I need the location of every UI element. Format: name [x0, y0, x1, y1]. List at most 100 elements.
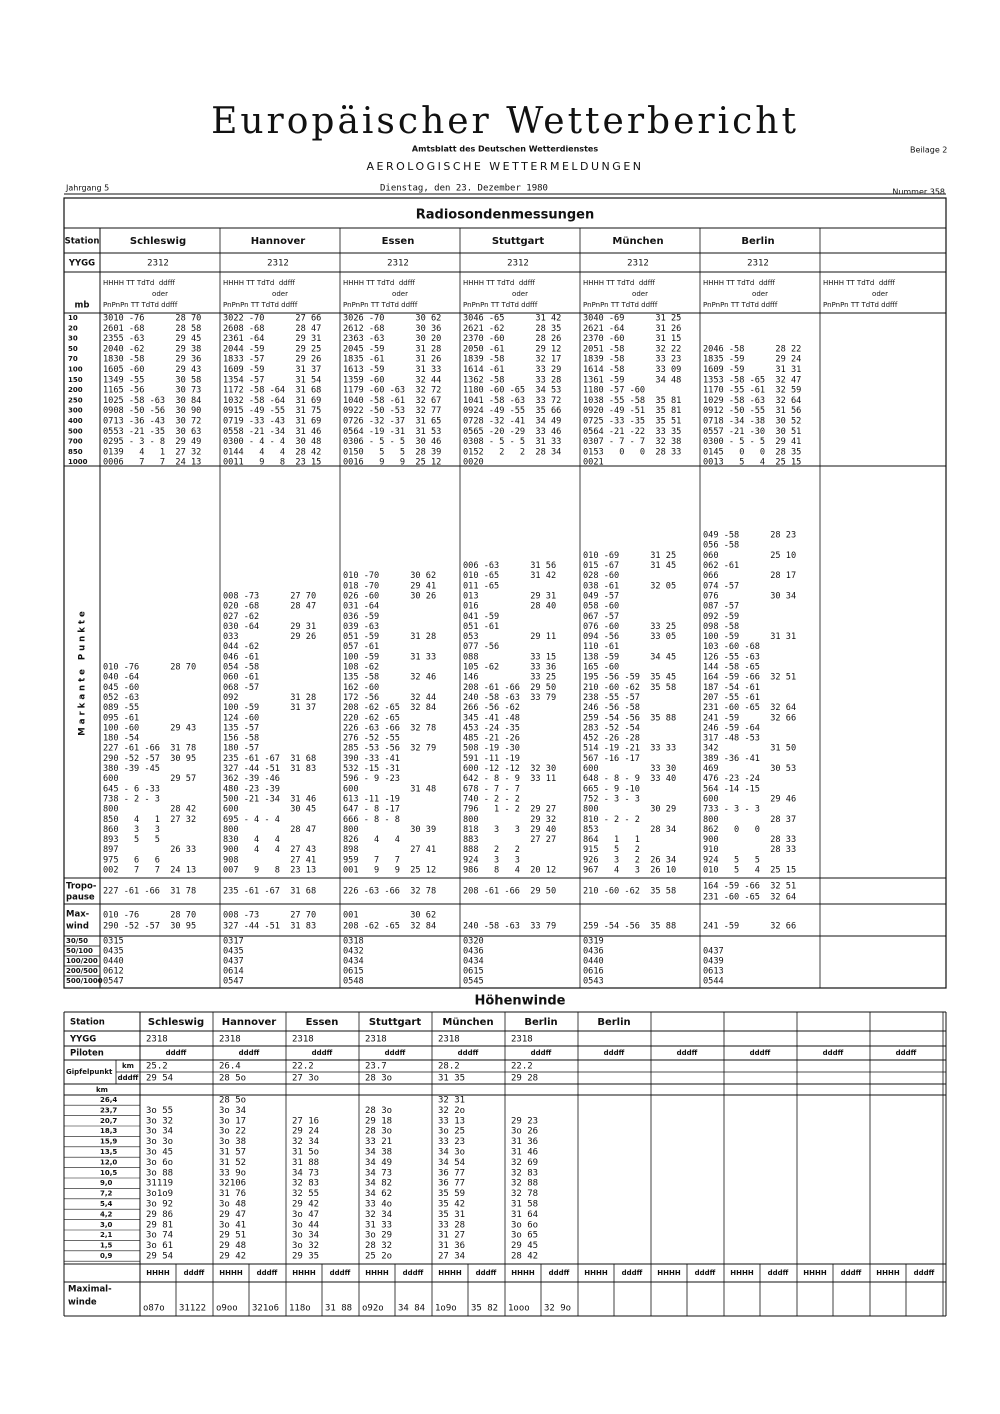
significant-point: 027 -62	[223, 612, 259, 622]
thickness: 0318	[343, 937, 364, 947]
significant-point: 600 30 45	[223, 805, 316, 815]
significant-point: 010 -69 31 25	[583, 551, 676, 561]
significant-point: 380 -39 -45	[103, 764, 160, 774]
level-row: 1353 -58 -65 32 47	[703, 375, 801, 385]
wind-value: 29 48	[219, 1241, 246, 1251]
level-row: 2044 -59 29 25	[223, 344, 321, 354]
wind-value: 35 59	[438, 1189, 465, 1199]
level-row: 1613 -59 31 33	[343, 365, 441, 375]
station-yygg: 2318	[219, 1035, 241, 1045]
wind-value: 29 47	[219, 1210, 246, 1220]
significant-point: 591 -11 -19	[463, 754, 520, 764]
significant-point: 026 -60 30 26	[343, 591, 436, 601]
significant-point: 156 -58	[223, 734, 259, 744]
wind-value: 3o 41	[219, 1220, 246, 1230]
column-header: PnPnPn TT TdTd ddfff	[703, 301, 778, 309]
significant-point: 893 5 5	[103, 835, 160, 845]
column-header: HHHH	[219, 1269, 243, 1277]
significant-point: 975 6 6	[103, 855, 160, 865]
thickness: 0615	[343, 967, 364, 977]
column-header: HHHH	[876, 1269, 900, 1277]
level-row: 0307 - 7 - 7 32 38	[583, 437, 681, 447]
wind-value: 29 51	[219, 1231, 246, 1241]
significant-point: 600 -12 -12 32 30	[463, 764, 556, 774]
column-header: dddff	[604, 1049, 625, 1057]
significant-point: 044 -62	[223, 642, 259, 652]
column-header: HHHH TT TdTd ddfff	[103, 279, 176, 287]
column-header: dddff	[184, 1269, 205, 1277]
wind-value: 32 2o	[438, 1106, 465, 1116]
level-row: 0718 -34 -38 30 52	[703, 417, 801, 427]
significant-point: 089 -55	[103, 703, 139, 713]
significant-point: 226 -63 -66 32 78	[343, 723, 436, 733]
level-row: 0564 -21 -22 33 35	[583, 427, 681, 437]
significant-point: 733 - 3 - 3	[703, 805, 760, 815]
significant-point: 800 28 37	[703, 815, 796, 825]
height-label: 2,1	[100, 1231, 113, 1239]
significant-point: 053 29 11	[463, 632, 556, 642]
significant-point: 924 5 5	[703, 855, 760, 865]
section-frame	[63, 197, 947, 989]
wind-value: 29 18	[365, 1116, 392, 1126]
significant-point: 028 -60	[583, 571, 619, 581]
height-label: 5,4	[100, 1200, 113, 1208]
max-wind-height: 1ooo	[508, 1304, 530, 1314]
significant-point: 180 -54	[103, 734, 139, 744]
significant-point: 342 31 50	[703, 744, 796, 754]
wind-value: 3o 47	[292, 1210, 319, 1220]
significant-point: 098 -58	[703, 622, 739, 632]
wind-value: 32 83	[292, 1179, 319, 1189]
significant-point: 095 -61	[103, 713, 139, 723]
wind-value: 34 62	[365, 1189, 392, 1199]
column-header: oder	[272, 290, 288, 298]
level-label: 70	[68, 355, 78, 363]
significant-point: 800 30 39	[343, 825, 436, 835]
thickness: 0434	[463, 957, 484, 967]
level-row: 1025 -58 -63 30 84	[103, 396, 201, 406]
row-label: 50/100	[66, 947, 93, 955]
max-wind-value: 32 9o	[544, 1304, 571, 1314]
column-header: oder	[152, 290, 168, 298]
significant-point: 924 3 3	[463, 855, 520, 865]
wind-value: 32 55	[292, 1189, 319, 1199]
column-header: HHHH	[803, 1269, 827, 1277]
level-row: 2621 -62 28 35	[463, 324, 561, 334]
wind-value: 36 77	[438, 1179, 465, 1189]
row-label: 500/1000	[66, 977, 103, 985]
significant-point: 210 -60 -62 35 58	[583, 683, 676, 693]
level-row: 0145 0 0 28 35	[703, 447, 801, 457]
significant-point: 087 -57	[703, 602, 739, 612]
wind-value: 33 28	[438, 1220, 465, 1230]
column-header: dddff	[768, 1269, 789, 1277]
column-header: dddff	[531, 1049, 552, 1057]
wind-value: 32 83	[511, 1168, 538, 1178]
wind-value: 32 78	[511, 1189, 538, 1199]
station-yygg: 2312	[267, 259, 289, 269]
row-label: Station	[70, 1018, 105, 1028]
significant-point: 076 30 34	[703, 591, 796, 601]
thickness: 0437	[223, 957, 244, 967]
significant-point: 926 3 2 26 34	[583, 855, 676, 865]
significant-point: 013 29 31	[463, 591, 556, 601]
level-row: 1830 -58 29 36	[103, 355, 201, 365]
tropopause: 227 -61 -66 31 78	[103, 887, 196, 897]
thickness: 0315	[103, 937, 124, 947]
significant-point: 600 33 30	[583, 764, 676, 774]
wind-value: 31 5o	[292, 1148, 319, 1158]
significant-point: 469 30 53	[703, 764, 796, 774]
thickness: 0440	[583, 957, 604, 967]
level-label: 100	[68, 366, 83, 374]
level-row: 0920 -49 -51 35 81	[583, 406, 681, 416]
level-row: 1835 -61 31 26	[343, 355, 441, 365]
level-row: 0013 5 4 25 15	[703, 458, 801, 468]
significant-point: 060 25 10	[703, 551, 796, 561]
wind-value: 31 27	[438, 1231, 465, 1241]
significant-point: 162 -60	[343, 683, 379, 693]
column-header: HHHH	[365, 1269, 389, 1277]
level-row: 0564 -19 -31 31 53	[343, 427, 441, 437]
significant-point: 010 -70 30 62	[343, 571, 436, 581]
thickness: 0614	[223, 967, 244, 977]
max-wind: 208 -62 -65 32 84	[343, 922, 436, 932]
wind-value: 29 81	[146, 1220, 173, 1230]
significant-point: 986 8 4 20 12	[463, 866, 556, 876]
